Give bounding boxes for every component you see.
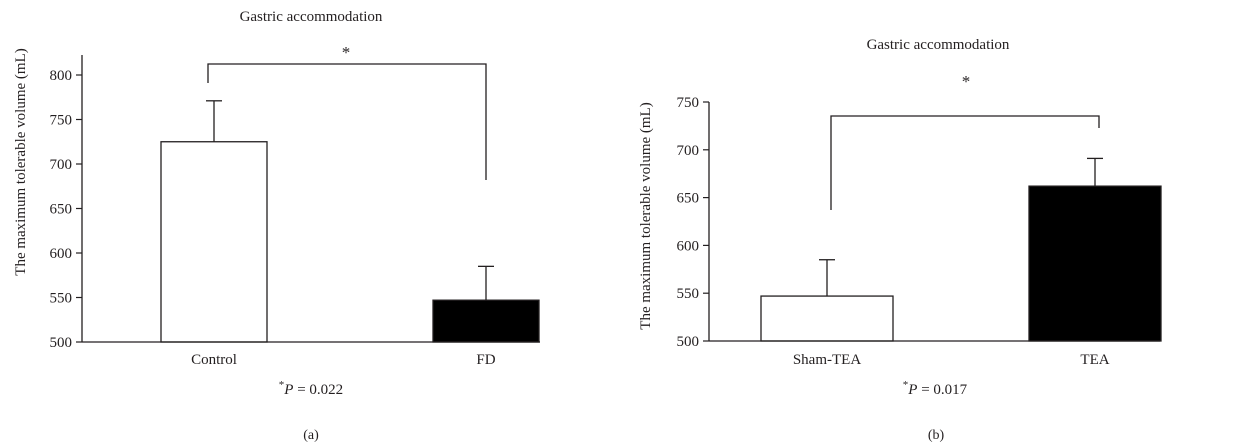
chart-panel-b: Gastric accommodation The maximum tolera…: [638, 37, 1162, 443]
y-tick-label: 600: [50, 246, 73, 262]
y-tick-label: 650: [677, 191, 700, 207]
bar-tea: [1028, 185, 1162, 342]
chart-b-error-bars: [819, 157, 1103, 297]
chart-b-bars: [760, 185, 1162, 342]
chart-b-significance-bracket: *: [830, 72, 1100, 210]
chart-a-gridlines-and-ticks: 500 550 600 650 700 750 800: [50, 68, 82, 351]
chart-a-panel-label: (a): [303, 428, 319, 443]
chart-a-error-bars: [206, 100, 494, 301]
chart-b-panel-label: (b): [928, 428, 945, 443]
chart-b-category-label: Sham-TEA: [793, 352, 861, 368]
chart-a-p-value: *P = 0.022: [279, 379, 343, 398]
significance-marker: *: [342, 43, 351, 62]
significance-marker: *: [962, 72, 971, 91]
y-tick-label: 550: [50, 291, 73, 307]
p-value-star: *: [279, 379, 285, 391]
chart-b-gridlines-and-ticks: 500 550 600 650 700 750: [677, 95, 709, 350]
p-value-star: *: [903, 379, 909, 391]
p-value-label: P: [283, 382, 293, 398]
chart-b-category-label: TEA: [1080, 352, 1109, 368]
chart-b-title: Gastric accommodation: [867, 37, 1010, 53]
y-tick-label: 600: [677, 238, 700, 254]
chart-panel-a: Gastric accommodation The maximum tolera…: [13, 9, 540, 443]
p-value-label: P: [907, 382, 917, 398]
chart-a-category-label: Control: [191, 352, 237, 368]
chart-a-y-axis-label: The maximum tolerable volume (mL): [13, 48, 29, 275]
y-tick-label: 700: [50, 157, 73, 173]
y-tick-label: 500: [677, 334, 700, 350]
chart-a-title: Gastric accommodation: [240, 9, 383, 25]
y-tick-label: 750: [50, 113, 73, 129]
p-value-number: = 0.022: [293, 382, 343, 398]
chart-a-bars: [160, 141, 540, 343]
y-tick-label: 750: [677, 95, 700, 111]
bracket-line: [207, 63, 487, 180]
y-tick-label: 550: [677, 286, 700, 302]
chart-a-category-label: FD: [476, 352, 495, 368]
y-tick-label: 650: [50, 202, 73, 218]
y-tick-label: 800: [50, 68, 73, 84]
chart-a-significance-bracket: *: [207, 43, 487, 180]
chart-a-category-labels: Control FD: [191, 352, 496, 368]
bar-control: [160, 141, 268, 343]
y-tick-label: 500: [50, 335, 73, 351]
bar-sham-tea: [760, 295, 894, 342]
p-value-number: = 0.017: [917, 382, 967, 398]
chart-b-y-axis-label: The maximum tolerable volume (mL): [638, 102, 654, 329]
chart-b-p-value: *P = 0.017: [903, 379, 968, 398]
chart-b-category-labels: Sham-TEA TEA: [793, 352, 1110, 368]
y-tick-label: 700: [677, 143, 700, 159]
bar-fd: [432, 299, 540, 343]
bracket-line: [830, 115, 1100, 210]
